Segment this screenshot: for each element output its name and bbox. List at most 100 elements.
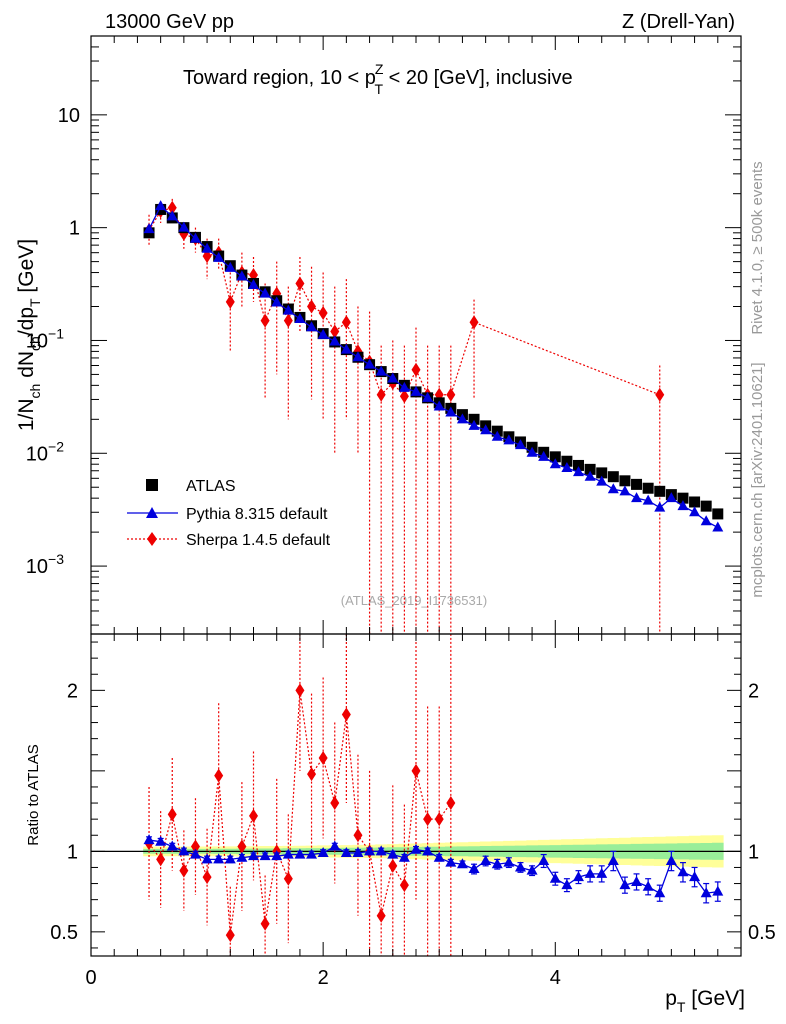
ratio-pythia-point (631, 875, 643, 886)
atlas-point (712, 508, 724, 520)
atlas-point (654, 485, 666, 497)
atlas-point (549, 451, 561, 463)
sherpa-point (330, 324, 340, 339)
pythia-point (410, 385, 422, 396)
pythia-point (503, 434, 515, 445)
legend-sherpa-label: Sherpa 1.4.5 default (186, 532, 331, 549)
ratio-pythia-point (294, 848, 306, 859)
x-tick-label: 0 (85, 967, 96, 989)
pythia-point (538, 450, 550, 461)
y-tick-label: 10−3 (26, 551, 64, 578)
atlas-point (607, 471, 619, 483)
xlabel: pT [GeV] (665, 987, 745, 1015)
pythia-point (178, 221, 190, 232)
ratio-pythia-point (189, 848, 201, 859)
header-left: 13000 GeV pp (105, 11, 234, 33)
pythia-point (619, 485, 631, 496)
sherpa-point (167, 200, 177, 215)
pythia-point (491, 430, 503, 441)
pythia-point (584, 470, 596, 481)
ratio-sherpa-point (376, 908, 386, 923)
pythia-point (282, 304, 294, 315)
legend-sherpa-marker (147, 532, 157, 546)
ratio-pythia-point (375, 845, 387, 856)
ratio-pythia-point (573, 871, 584, 882)
pythia-point (224, 261, 236, 272)
ratio-pythia-point (468, 863, 480, 874)
ratio-pythia-point (561, 879, 573, 890)
atlas-point (642, 482, 654, 494)
atlas-point (468, 413, 480, 425)
ratio-pythia-point (491, 858, 503, 869)
ratio-pythia-point (712, 885, 724, 896)
pythia-point (654, 501, 666, 512)
ratio-pythia-point (306, 848, 318, 859)
ratio-pythia-point (654, 887, 666, 898)
ratio-pythia-point (166, 840, 178, 851)
ratio-pythia-point (422, 845, 434, 856)
y-tick-label: 10−1 (26, 325, 64, 352)
ratio-pythia-point (178, 845, 190, 856)
ratio-sherpa-point (434, 812, 444, 827)
atlas-point (677, 492, 689, 504)
ratio-pythia-point (480, 855, 492, 866)
pythia-point (236, 270, 248, 281)
y-tick-label: 10 (58, 105, 80, 127)
pythia-point (422, 391, 434, 402)
pythia-point (689, 506, 701, 517)
sherpa-point (469, 315, 479, 330)
axes: 0 2 4 10−3 10−2 10−1 1 10 0.5 0.5 1 1 2 2 (26, 35, 776, 989)
ratio-pythia-point (619, 879, 631, 890)
ratio-pythia-point (538, 855, 550, 866)
pythia-point (340, 343, 352, 354)
mcplots-label: mcplots.cern.ch [arXiv:2401.10621] (749, 362, 766, 597)
sherpa-point (655, 387, 665, 402)
header-right: Z (Drell-Yan) (622, 11, 735, 33)
pythia-point (526, 446, 538, 457)
pythia-point (480, 424, 492, 435)
ratio-sherpa-point (318, 750, 328, 765)
ratio-sherpa-point (214, 768, 224, 783)
ratio-pythia-point (596, 867, 608, 878)
ratio-pythia-point (456, 858, 468, 869)
ratio-sherpa-point (190, 839, 200, 854)
ratio-sherpa-point (307, 767, 317, 782)
analysis-watermark: (ATLAS_2019_I1736531) (341, 593, 487, 608)
ratio-sherpa-point (446, 796, 456, 811)
ratio-sherpa-point (249, 808, 258, 823)
ratio-sherpa-point (330, 796, 340, 811)
ratio-pythia-point (236, 851, 248, 862)
pythia-point (329, 335, 341, 346)
plot-title: Toward region, 10 < pZ T < 20 [GeV], incl… (183, 61, 573, 97)
x-tick-label: 2 (318, 967, 329, 989)
pythia-point (514, 439, 526, 450)
pythia-point (352, 351, 364, 362)
sherpa-point (225, 294, 235, 309)
pythia-point (445, 406, 457, 417)
pythia-point (143, 223, 155, 234)
ratio-sherpa-point (341, 707, 351, 722)
ratio-sherpa-point (179, 863, 189, 878)
ratio-pythia-point (259, 850, 271, 861)
ratio-pythia-point (607, 855, 619, 866)
ratio-pythia-point (665, 855, 677, 866)
ratio-pythia-point (677, 866, 689, 877)
ratio-pythia-point (271, 850, 283, 861)
sherpa-point (341, 315, 351, 330)
ratio-pythia-point (514, 861, 526, 872)
ratio-pythia-point (526, 864, 538, 875)
ratio-pythia-point (445, 856, 457, 867)
pythia-point (155, 200, 167, 211)
legend-atlas-label: ATLAS (186, 478, 236, 495)
rivet-label: Rivet 4.1.0, ≥ 500k events (749, 161, 766, 334)
pythia-point (271, 296, 283, 307)
ratio-pythia-point (317, 846, 329, 857)
title-sub: T (374, 81, 383, 97)
pythia-point (166, 210, 178, 221)
atlas-point (619, 475, 631, 487)
pythia-point (607, 483, 619, 494)
ratio-ylabel: Ratio to ATLAS (25, 744, 42, 845)
ratio-pythia-point (364, 845, 376, 856)
ratio-pythia-point (642, 880, 654, 891)
